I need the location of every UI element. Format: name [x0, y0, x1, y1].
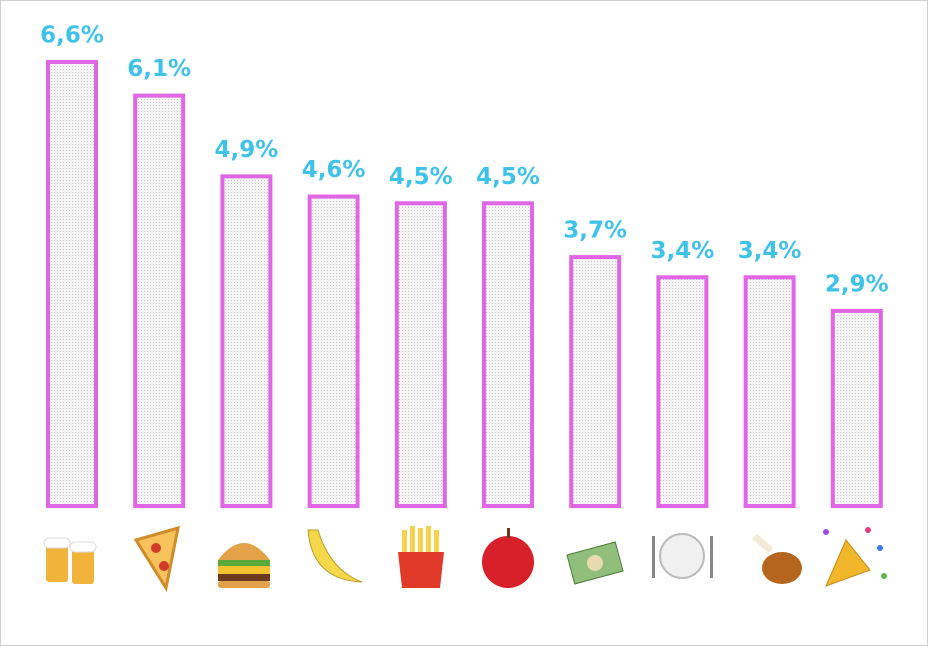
icon-fries — [398, 526, 444, 588]
value-label: 4,9% — [215, 137, 279, 163]
value-label: 6,1% — [127, 56, 191, 82]
bar — [46, 60, 98, 508]
icon-plate — [652, 533, 713, 579]
icon-money — [566, 541, 624, 585]
bar — [656, 275, 709, 509]
icon-burger — [218, 543, 270, 588]
value-label: 4,5% — [389, 164, 453, 190]
category-icons — [43, 525, 887, 592]
icon-drumstick — [752, 533, 802, 584]
icon-banana — [307, 529, 363, 583]
bar — [220, 174, 273, 508]
value-label: 3,4% — [738, 238, 802, 264]
icon-beer — [43, 537, 97, 584]
value-label: 4,5% — [476, 164, 540, 190]
value-label: 3,7% — [563, 218, 627, 244]
icon-pizza — [133, 525, 180, 592]
icon-party — [823, 527, 887, 587]
bar — [307, 194, 360, 509]
bar — [569, 255, 622, 508]
icon-apple — [482, 528, 534, 588]
bar — [133, 93, 186, 509]
value-label: 4,6% — [302, 157, 366, 183]
bar — [743, 275, 796, 509]
value-label: 3,4% — [651, 238, 715, 264]
value-label: 2,9% — [825, 271, 889, 297]
bar — [394, 201, 447, 508]
bar — [482, 201, 534, 508]
value-label: 6,6% — [40, 23, 104, 49]
bar — [830, 308, 883, 508]
